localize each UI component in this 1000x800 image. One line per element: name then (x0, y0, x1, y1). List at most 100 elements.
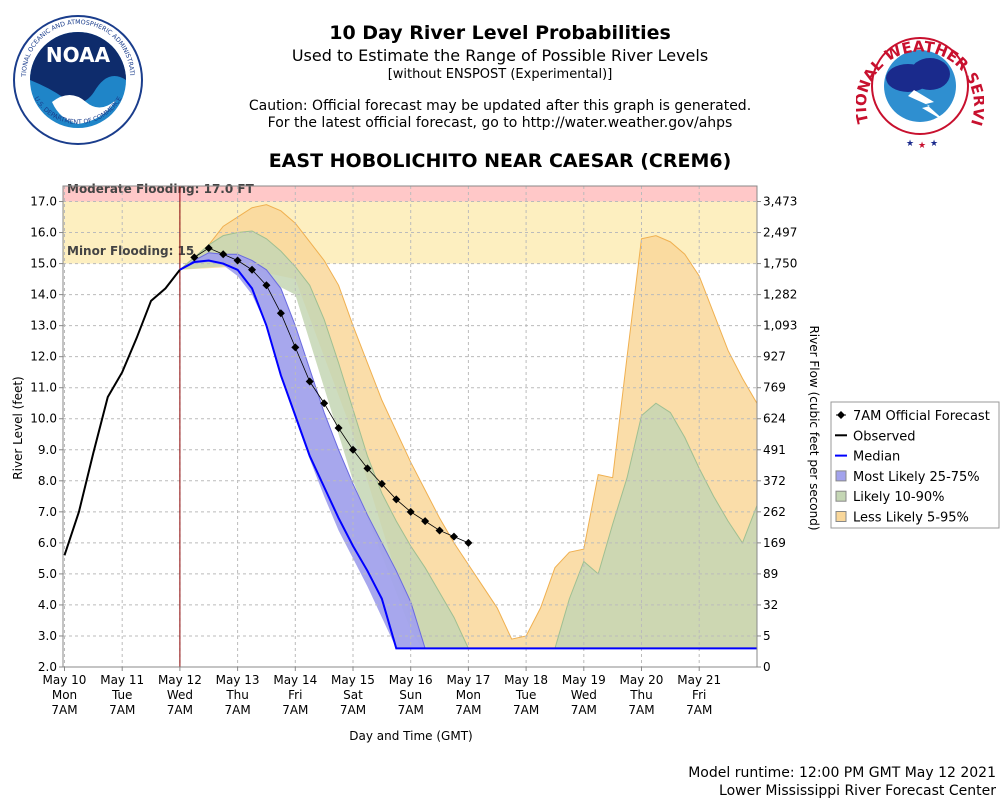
y-tick-label: 11.0 (30, 381, 57, 395)
forecast-point (421, 517, 430, 526)
legend-label: Observed (853, 429, 916, 444)
y-tick-label: 13.0 (30, 319, 57, 333)
x-tick-label: 7AM (51, 703, 77, 717)
forecast-point (305, 377, 314, 386)
moderate-flood-band (63, 186, 757, 202)
x-tick-label: May 17 (446, 673, 490, 687)
flow-tick-label: 0 (763, 660, 771, 674)
band-edge-likely-10-90 (179, 230, 757, 649)
x-tick-label: 7AM (455, 703, 481, 717)
forecast-point (190, 253, 199, 262)
legend-label: Likely 10-90% (853, 490, 944, 505)
x-tick-label: Mon (456, 688, 481, 702)
x-tick-label: May 19 (562, 673, 606, 687)
x-tick-label: 7AM (628, 703, 654, 717)
moderate-flood-label: Moderate Flooding: 17.0 FT (67, 182, 255, 196)
forecast-point (377, 479, 386, 488)
y-axis-label: River Level (feet) (11, 376, 25, 479)
forecast-point (219, 250, 228, 259)
y-tick-label: 12.0 (30, 350, 57, 364)
flow-tick-label: 2,497 (763, 226, 797, 240)
x-tick-label: Tue (515, 688, 537, 702)
y-tick-label: 3.0 (38, 629, 57, 643)
forecast-point (248, 265, 257, 274)
y-axis-label-right: River Flow (cubic feet per second) (807, 325, 821, 530)
x-tick-label: Tue (111, 688, 133, 702)
y-tick-label: 8.0 (38, 474, 57, 488)
x-tick-label: May 15 (331, 673, 375, 687)
noaa-wordmark: NOAA (46, 43, 111, 67)
forecast-point (276, 309, 285, 318)
forecast-point (435, 526, 444, 535)
flow-tick-label: 372 (763, 474, 786, 488)
model-runtime: Model runtime: 12:00 PM GMT May 12 2021 (688, 765, 996, 781)
x-tick-label: May 14 (273, 673, 317, 687)
forecast-point (204, 244, 213, 253)
flow-tick-label: 89 (763, 567, 778, 581)
minor-flood-label: Minor Flooding: 15 (67, 244, 194, 258)
legend-label: Most Likely 25-75% (853, 470, 980, 485)
x-tick-label: 7AM (513, 703, 539, 717)
flow-tick-label: 32 (763, 598, 778, 612)
x-tick-label: 7AM (282, 703, 308, 717)
flow-tick-label: 262 (763, 505, 786, 519)
x-tick-label: Mon (52, 688, 77, 702)
x-tick-label: 7AM (398, 703, 424, 717)
legend-label: 7AM Official Forecast (853, 409, 990, 424)
band-edge-less-likely-5-95 (179, 204, 757, 640)
y-tick-label: 15.0 (30, 257, 57, 271)
forecast-point (320, 399, 329, 408)
x-tick-label: Sat (343, 688, 363, 702)
x-tick-label: 7AM (340, 703, 366, 717)
legend-label: Median (853, 450, 900, 465)
y-tick-label: 16.0 (30, 226, 57, 240)
x-tick-label: 7AM (224, 703, 250, 717)
noaa-logo: NOAA NATIONAL OCEANIC AND ATMOSPHERIC AD… (12, 6, 143, 145)
y-tick-label: 14.0 (30, 288, 57, 302)
y-tick-label: 2.0 (38, 660, 57, 674)
chart-note: [without ENSPOST (Experimental)] (387, 67, 613, 82)
y-tick-label: 9.0 (38, 443, 57, 457)
y-tick-label: 10.0 (30, 412, 57, 426)
caution-line-2: For the latest official forecast, go to … (267, 115, 733, 131)
x-tick-label: Wed (167, 688, 193, 702)
x-tick-label: Fri (692, 688, 706, 702)
x-tick-label: Sun (399, 688, 422, 702)
forecast-point (349, 445, 357, 454)
x-tick-label: 7AM (167, 703, 193, 717)
x-tick-label: Thu (225, 688, 249, 702)
chart-title: 10 Day River Level Probabilities (329, 22, 671, 44)
x-tick-label: 7AM (686, 703, 712, 717)
forecast-point (406, 507, 415, 516)
legend-label: Less Likely 5-95% (853, 511, 969, 526)
flow-tick-label: 624 (763, 412, 786, 426)
x-tick-label: May 13 (216, 673, 260, 687)
legend-swatch (837, 411, 845, 419)
x-tick-label: 7AM (109, 703, 135, 717)
legend-swatch (835, 511, 847, 522)
forecast-point (334, 424, 343, 433)
flow-tick-label: 927 (763, 350, 786, 364)
x-tick-label: Wed (571, 688, 597, 702)
band-likely-10-90 (179, 230, 757, 649)
chart-subtitle: Used to Estimate the Range of Possible R… (291, 46, 709, 65)
forecast-point (363, 464, 372, 473)
flow-tick-label: 5 (763, 629, 771, 643)
y-tick-label: 6.0 (38, 536, 57, 550)
x-tick-label: May 10 (43, 673, 87, 687)
flow-tick-label: 1,093 (763, 319, 797, 333)
legend-swatch (835, 470, 847, 482)
star-icon: ★ (930, 139, 938, 149)
station-name: EAST HOBOLICHITO NEAR CAESAR (CREM6) (268, 150, 732, 172)
y-tick-label: 7.0 (38, 505, 57, 519)
observed-line (63, 269, 181, 556)
y-tick-label: 4.0 (38, 598, 57, 612)
x-tick-label: Fri (288, 688, 302, 702)
x-tick-label: Thu (629, 688, 653, 702)
flow-tick-label: 769 (763, 381, 786, 395)
star-icon: ★ (906, 139, 914, 149)
star-icon: ★ (918, 141, 926, 151)
x-tick-label: May 16 (389, 673, 433, 687)
flow-tick-label: 1,750 (763, 257, 797, 271)
flow-tick-label: 169 (763, 536, 786, 550)
